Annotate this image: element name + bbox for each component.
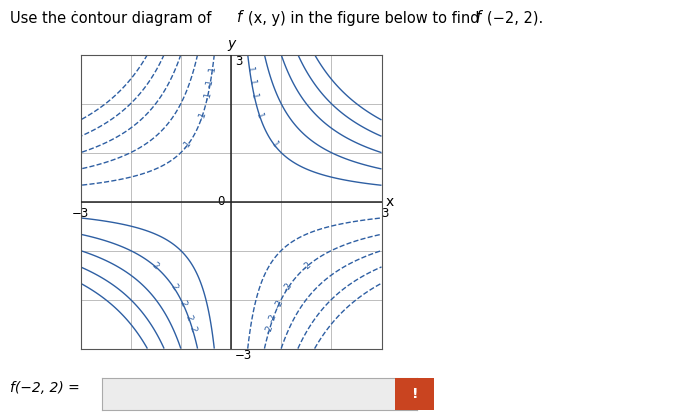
Text: -1: -1	[202, 91, 213, 102]
Text: 2: 2	[150, 261, 160, 271]
Text: 3: 3	[382, 207, 389, 220]
Text: 3: 3	[235, 55, 242, 68]
Text: f(−2, 2) =: f(−2, 2) =	[10, 381, 80, 396]
Text: 1: 1	[269, 140, 280, 150]
Text: -1: -1	[197, 110, 208, 121]
Text: f: f	[476, 10, 481, 26]
Text: 1: 1	[247, 79, 257, 87]
Text: (−2, 2).: (−2, 2).	[484, 10, 544, 26]
Text: 1: 1	[249, 93, 260, 100]
Text: i: i	[155, 387, 160, 401]
Text: -1: -1	[181, 139, 194, 151]
Text: -2: -2	[264, 324, 275, 335]
Text: −3: −3	[72, 207, 89, 220]
Text: -2: -2	[301, 260, 314, 273]
Text: -1: -1	[207, 65, 218, 75]
Text: x: x	[386, 194, 394, 209]
Text: 2: 2	[168, 282, 179, 292]
Text: -2: -2	[267, 312, 279, 324]
Text: 2: 2	[188, 325, 197, 333]
Text: −3: −3	[235, 349, 252, 362]
Text: 1: 1	[255, 112, 265, 120]
Text: Use the ċontour diagram of: Use the ċontour diagram of	[10, 10, 216, 26]
Text: -2: -2	[282, 281, 295, 294]
Text: !: !	[412, 387, 418, 401]
Text: -2: -2	[273, 298, 285, 310]
Text: -1: -1	[205, 78, 216, 88]
Text: 1: 1	[245, 66, 255, 74]
Text: 2: 2	[183, 314, 194, 322]
Text: 2: 2	[178, 299, 188, 308]
Text: 0: 0	[218, 195, 225, 208]
Text: y: y	[227, 37, 235, 51]
Text: f: f	[237, 10, 242, 26]
Text: (x, y) in the figure below to find: (x, y) in the figure below to find	[245, 10, 484, 26]
